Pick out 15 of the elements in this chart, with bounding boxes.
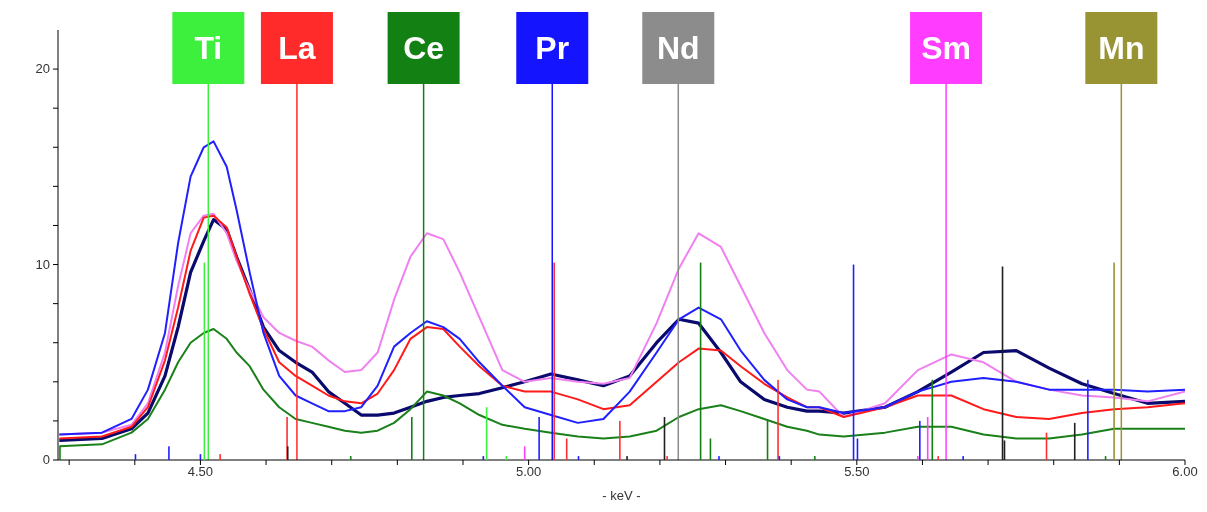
y-tick-label: 0 (42, 452, 50, 467)
ref-line-label: La (278, 30, 316, 66)
ref-line-label: Ti (194, 30, 223, 66)
y-tick-label: 20 (35, 61, 50, 77)
ref-line-label: Ce (403, 30, 445, 66)
ref-line-label: Sm (921, 30, 971, 66)
x-tick-label: 4.50 (187, 464, 214, 480)
x-tick-label: 5.50 (844, 464, 870, 480)
ref-line-label: Nd (656, 30, 700, 66)
x-tick-label: 5.00 (515, 464, 542, 480)
ref-line-label: Mn (1098, 30, 1145, 66)
x-axis-title: - keV - (602, 488, 641, 503)
ref-line-label: Pr (535, 30, 570, 66)
y-tick-label: 10 (35, 256, 50, 272)
x-tick-label: 6.00 (1172, 464, 1198, 480)
